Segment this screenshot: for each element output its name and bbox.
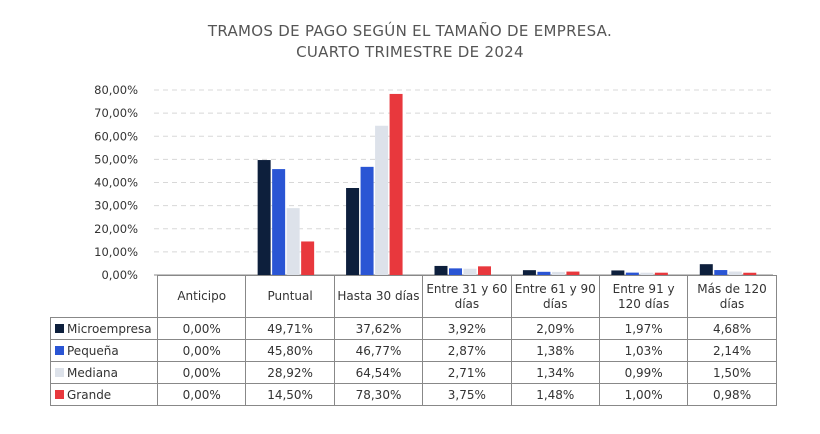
legend-label: Pequeña [67, 343, 119, 358]
data-label: 4,68% [687, 317, 777, 340]
bar-pequeña [272, 169, 286, 275]
bar-mediana [375, 125, 389, 275]
bar-mediana [551, 271, 565, 275]
category-label: Anticipo [156, 275, 247, 318]
bar-grande [478, 266, 491, 275]
legend-item: Microempresa [50, 317, 158, 340]
legend-swatch-icon [55, 323, 64, 333]
data-label: 0,98% [687, 383, 777, 406]
y-tick-label: 40,00% [94, 176, 138, 190]
y-tick-label: 50,00% [94, 152, 138, 166]
table-row: Mediana 0,00% 28,92% 64,54% 2,71% 1,34% 0,99% 1… [50, 361, 777, 384]
bar-grande [301, 241, 315, 275]
bar-mediana [286, 208, 300, 275]
data-label: 0,00% [156, 317, 247, 340]
y-tick-label: 70,00% [94, 106, 138, 120]
data-label: 1,38% [510, 339, 600, 362]
data-label: 1,03% [598, 339, 689, 362]
data-label: 1,34% [510, 361, 600, 384]
y-tick-label: 80,00% [94, 83, 138, 97]
bar-mediana [728, 271, 742, 275]
legend-swatch-icon [55, 345, 64, 355]
bar-pequeña [449, 268, 462, 275]
bar-mediana [463, 268, 477, 275]
bar-microempresa [611, 270, 625, 275]
bar-pequeña [537, 271, 551, 275]
bar-grande [654, 272, 668, 275]
data-label: 3,75% [422, 383, 512, 406]
table-row: Microempresa 0,00% 49,71% 37,62% 3,92% 2,09% 1… [50, 317, 777, 340]
data-label: 1,97% [598, 317, 689, 340]
data-label: 0,00% [156, 383, 247, 406]
data-label: 2,09% [510, 317, 600, 340]
y-tick-label: 20,00% [94, 222, 138, 236]
data-label: 37,62% [333, 317, 424, 340]
y-tick-label: 10,00% [94, 245, 138, 259]
legend-label: Mediana [67, 365, 118, 380]
bar-grande [389, 93, 403, 276]
legend-label: Grande [67, 387, 112, 402]
bar-pequeña [360, 166, 374, 275]
data-label: 78,30% [333, 383, 424, 406]
data-label: 2,87% [422, 339, 512, 362]
legend-swatch-icon [55, 389, 64, 399]
category-label: Entre 91 y 120 días [598, 275, 689, 318]
category-label: Hasta 30 días [333, 275, 424, 318]
bar-microempresa [434, 265, 448, 275]
data-label: 0,00% [156, 339, 247, 362]
category-label: Puntual [245, 275, 335, 318]
bar-microempresa [699, 264, 713, 275]
bar-pequeña [714, 270, 728, 275]
y-tick-label: 60,00% [94, 129, 138, 143]
bar-microempresa [257, 160, 271, 275]
data-label: 3,92% [422, 317, 512, 340]
y-tick-label: 30,00% [94, 199, 138, 213]
data-label: 46,77% [333, 339, 424, 362]
bar-microempresa [522, 270, 536, 275]
bar-grande [566, 271, 580, 275]
data-label: 64,54% [333, 361, 424, 384]
legend-label: Microempresa [67, 321, 152, 336]
table-row: Pequeña 0,00% 45,80% 46,77% 2,87% 1,38% 1,03% 2… [50, 339, 777, 362]
data-label: 49,71% [245, 317, 335, 340]
data-label: 2,71% [422, 361, 512, 384]
data-table: Anticipo Puntual Hasta 30 días Entre 31 y 6… [50, 275, 777, 406]
category-label: Entre 31 y 60 días [422, 275, 512, 318]
chart-title-line2: CUARTO TRIMESTRE DE 2024 [296, 43, 524, 61]
data-label: 0,00% [156, 361, 247, 384]
data-label: 28,92% [245, 361, 335, 384]
data-label: 45,80% [245, 339, 335, 362]
table-corner [50, 275, 158, 318]
category-label: Entre 61 y 90 días [510, 275, 600, 318]
data-label: 0,99% [598, 361, 689, 384]
legend-item: Mediana [50, 361, 158, 384]
table-row: Grande 0,00% 14,50% 78,30% 3,75% 1,48% 1,00% 0,… [50, 383, 777, 406]
legend-swatch-icon [55, 367, 64, 377]
bar-mediana [640, 272, 654, 275]
data-label: 14,50% [245, 383, 335, 406]
bar-pequeña [625, 272, 639, 275]
bar-grande [743, 272, 757, 275]
legend-item: Pequeña [50, 339, 158, 362]
category-label: Más de 120 días [687, 275, 777, 318]
bar-microempresa [346, 188, 360, 275]
data-label: 1,00% [598, 383, 689, 406]
legend-item: Grande [50, 383, 158, 406]
data-label: 1,48% [510, 383, 600, 406]
data-label: 2,14% [687, 339, 777, 362]
data-label: 1,50% [687, 361, 777, 384]
chart-title-line1: TRAMOS DE PAGO SEGÚN EL TAMAÑO DE EMPRES… [207, 22, 613, 40]
